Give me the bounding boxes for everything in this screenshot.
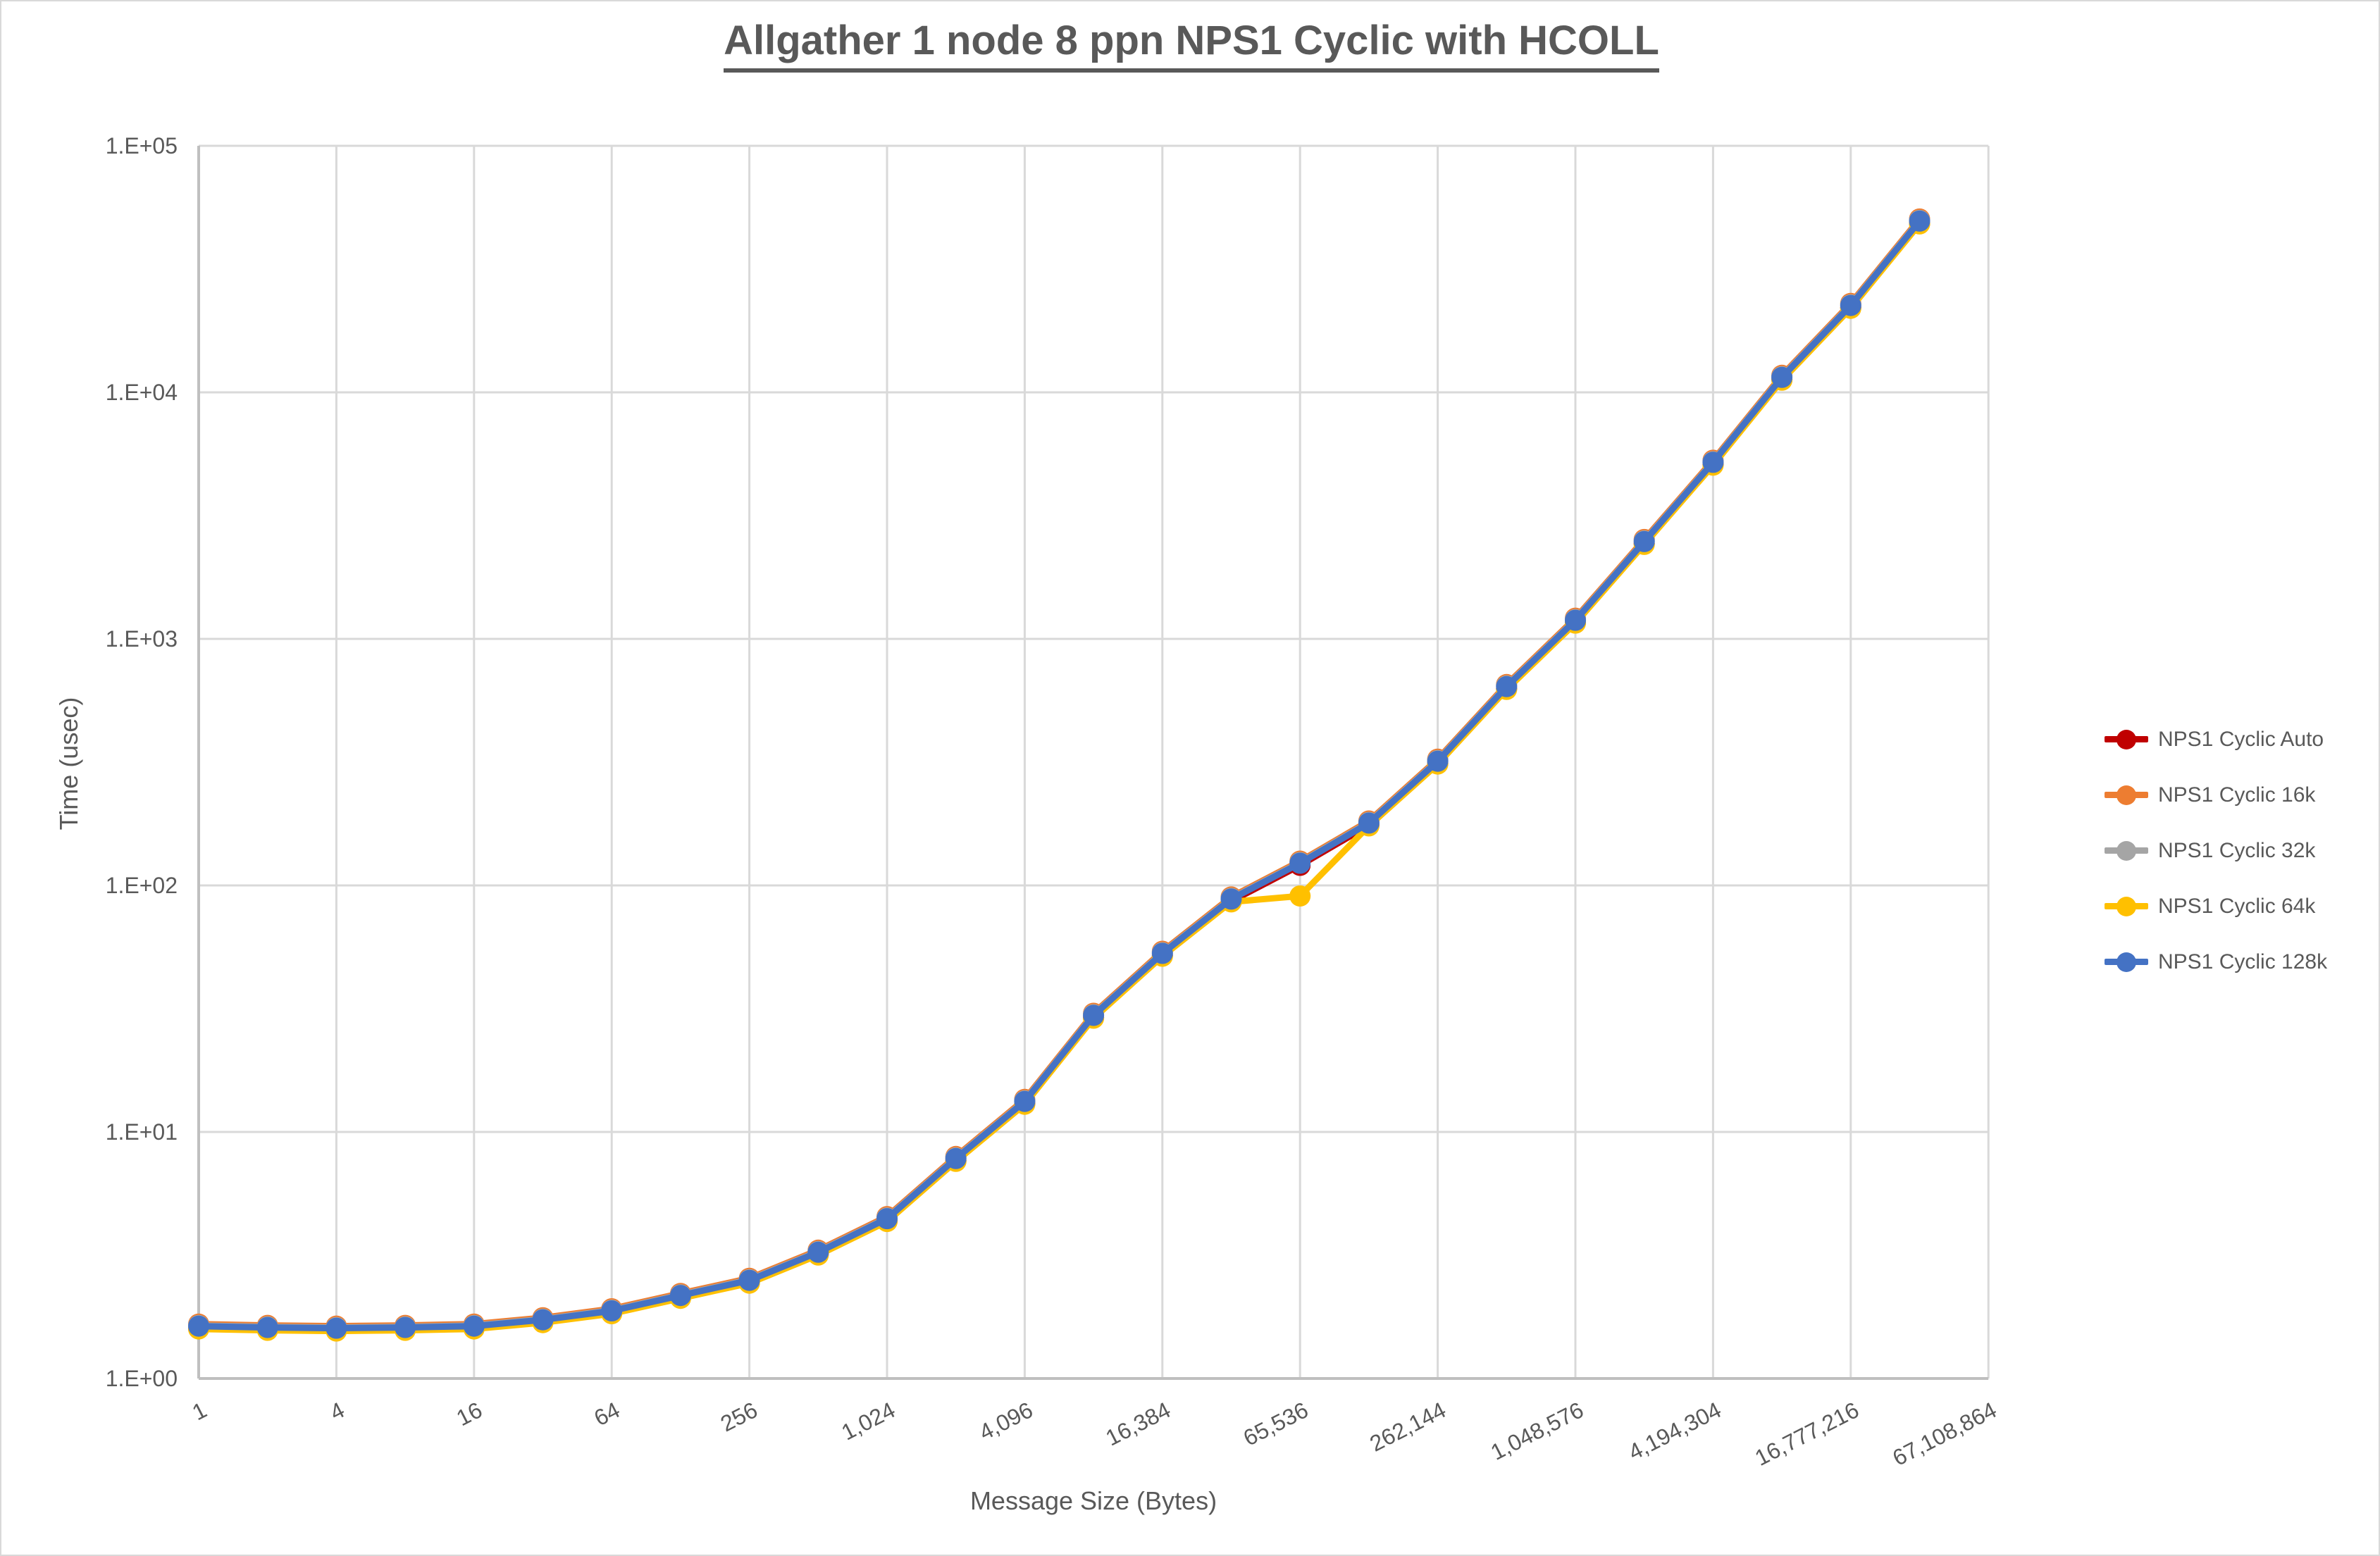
y-tick-label: 1.E+00 bbox=[106, 1366, 178, 1391]
x-tick-label: 1,024 bbox=[837, 1397, 899, 1445]
legend-line-swatch bbox=[2105, 896, 2148, 916]
y-tick-label: 1.E+02 bbox=[106, 873, 178, 898]
legend: NPS1 Cyclic Auto NPS1 Cyclic 16k NPS1 Cy… bbox=[2105, 711, 2376, 990]
data-point-marker bbox=[1014, 1090, 1036, 1112]
data-point-marker bbox=[1289, 852, 1311, 874]
y-tick-label: 1.E+05 bbox=[106, 133, 178, 158]
data-point-marker bbox=[256, 1317, 278, 1338]
legend-label: NPS1 Cyclic 16k bbox=[2158, 783, 2316, 807]
data-point-marker bbox=[1633, 530, 1655, 552]
data-point-marker bbox=[1840, 294, 1861, 316]
x-tick-label: 16,777,216 bbox=[1751, 1397, 1863, 1471]
legend-marker-dot bbox=[2116, 729, 2136, 749]
data-point-marker bbox=[1771, 366, 1793, 388]
legend-line-swatch bbox=[2105, 785, 2148, 805]
axes bbox=[197, 146, 1989, 1380]
legend-label: NPS1 Cyclic 64k bbox=[2158, 894, 2316, 918]
data-point-marker bbox=[601, 1300, 623, 1321]
data-point-marker bbox=[1496, 676, 1518, 697]
x-axis-title: Message Size (Bytes) bbox=[969, 1486, 1217, 1515]
legend-marker-dot bbox=[2116, 896, 2136, 916]
data-point-marker bbox=[1909, 210, 1930, 232]
x-tick-label: 4,194,304 bbox=[1624, 1397, 1725, 1465]
x-axis-tick-labels: 1 4 16 64 256 1,024 4,096 16,384 65,536 262,144 1,… bbox=[188, 1397, 2000, 1471]
data-point-marker bbox=[876, 1208, 898, 1230]
legend-item-nps1-cyclic-auto[interactable]: NPS1 Cyclic Auto bbox=[2105, 711, 2376, 767]
legend-line-swatch bbox=[2105, 840, 2148, 861]
data-point-marker bbox=[188, 1315, 209, 1337]
data-point-marker bbox=[669, 1285, 691, 1307]
x-tick-label: 64 bbox=[590, 1397, 624, 1431]
y-tick-label: 1.E+01 bbox=[106, 1119, 178, 1145]
legend-label: NPS1 Cyclic 128k bbox=[2158, 950, 2328, 973]
y-tick-label: 1.E+03 bbox=[106, 626, 178, 652]
chart-title: Allgather 1 node 8 ppn NPS1 Cyclic with … bbox=[724, 17, 1659, 73]
data-point-marker bbox=[738, 1269, 760, 1291]
series-nps1-cyclic-auto bbox=[188, 212, 1930, 1341]
x-tick-label: 67,108,864 bbox=[1888, 1397, 2000, 1471]
legend-marker-dot bbox=[2116, 840, 2136, 861]
data-point-marker bbox=[395, 1317, 416, 1338]
data-point-marker bbox=[807, 1241, 829, 1263]
data-point-marker bbox=[1702, 452, 1724, 473]
legend-item-nps1-cyclic-16k[interactable]: NPS1 Cyclic 16k bbox=[2105, 767, 2376, 823]
x-tick-label: 1,048,576 bbox=[1487, 1397, 1587, 1465]
data-point-marker bbox=[1427, 750, 1449, 772]
data-point-marker bbox=[1220, 888, 1242, 910]
legend-marker-dot bbox=[2116, 952, 2136, 972]
x-tick-label: 4 bbox=[326, 1397, 348, 1425]
data-point-marker bbox=[326, 1317, 347, 1339]
data-point-marker bbox=[1289, 885, 1311, 907]
x-tick-label: 4,096 bbox=[975, 1397, 1037, 1445]
x-tick-label: 16,384 bbox=[1101, 1397, 1174, 1451]
legend-item-nps1-cyclic-64k[interactable]: NPS1 Cyclic 64k bbox=[2105, 878, 2376, 934]
x-tick-label: 262,144 bbox=[1365, 1397, 1449, 1457]
gridlines bbox=[197, 144, 1990, 1378]
y-axis-title: Time (usec) bbox=[54, 697, 83, 830]
legend-label: NPS1 Cyclic 32k bbox=[2158, 838, 2316, 862]
series-nps1-cyclic-128k bbox=[188, 210, 1930, 1339]
data-point-marker bbox=[1358, 812, 1380, 834]
data-point-marker bbox=[463, 1315, 485, 1337]
data-point-marker bbox=[1565, 609, 1586, 631]
x-tick-label: 1 bbox=[188, 1397, 211, 1425]
data-point-marker bbox=[1151, 942, 1173, 964]
legend-marker-dot bbox=[2116, 785, 2136, 805]
x-tick-label: 256 bbox=[717, 1397, 762, 1436]
series-nps1-cyclic-16k bbox=[188, 208, 1930, 1337]
data-point-marker bbox=[532, 1309, 554, 1331]
series-nps1-cyclic-64k bbox=[188, 213, 1930, 1342]
x-tick-label: 16 bbox=[452, 1397, 486, 1431]
data-point-marker bbox=[945, 1147, 967, 1169]
y-axis-tick-labels: 1.E+00 1.E+01 1.E+02 1.E+03 1.E+04 1.E+05 bbox=[106, 133, 178, 1391]
x-tick-label: 65,536 bbox=[1239, 1397, 1313, 1451]
chart-title-wrap: Allgather 1 node 8 ppn NPS1 Cyclic with … bbox=[1, 17, 2379, 73]
data-point-marker bbox=[1083, 1004, 1105, 1026]
legend-label: NPS1 Cyclic Auto bbox=[2158, 727, 2324, 751]
y-tick-label: 1.E+04 bbox=[106, 380, 178, 405]
legend-line-swatch bbox=[2105, 952, 2148, 972]
series-nps1-cyclic-32k bbox=[188, 209, 1930, 1338]
legend-line-swatch bbox=[2105, 729, 2148, 749]
legend-item-nps1-cyclic-32k[interactable]: NPS1 Cyclic 32k bbox=[2105, 823, 2376, 878]
legend-item-nps1-cyclic-128k[interactable]: NPS1 Cyclic 128k bbox=[2105, 934, 2376, 990]
